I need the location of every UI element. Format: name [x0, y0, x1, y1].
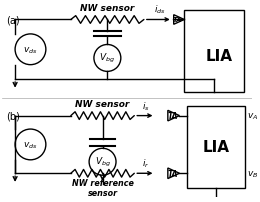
Text: NW reference
sensor: NW reference sensor — [72, 178, 133, 198]
Text: TA: TA — [173, 17, 183, 23]
Text: $i_r$: $i_r$ — [142, 157, 149, 170]
Text: $i_{ds}$: $i_{ds}$ — [154, 3, 166, 16]
Text: $V_{bg}$: $V_{bg}$ — [95, 155, 110, 168]
Text: $v_B$: $v_B$ — [247, 168, 258, 179]
Text: TA: TA — [167, 112, 178, 121]
Text: (b): (b) — [6, 111, 20, 121]
Text: (a): (a) — [6, 16, 20, 26]
Text: $V_{bg}$: $V_{bg}$ — [99, 52, 115, 65]
Text: NW sensor: NW sensor — [75, 99, 130, 108]
Bar — [187, 106, 245, 188]
Text: NW sensor: NW sensor — [80, 4, 135, 13]
Text: LIA: LIA — [203, 140, 230, 155]
Text: $v_A$: $v_A$ — [247, 111, 258, 121]
Text: $v_{ds}$: $v_{ds}$ — [23, 45, 38, 55]
Text: LIA: LIA — [205, 49, 232, 64]
Text: $i_s$: $i_s$ — [142, 100, 150, 112]
Text: $v_{ds}$: $v_{ds}$ — [23, 140, 38, 150]
Text: TA: TA — [167, 169, 178, 178]
Bar — [184, 11, 244, 92]
